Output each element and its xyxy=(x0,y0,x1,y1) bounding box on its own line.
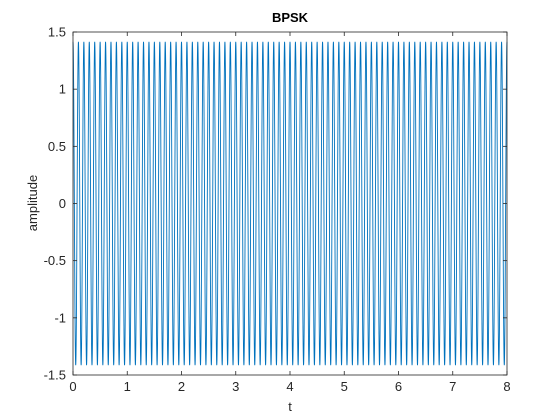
x-tick-label: 2 xyxy=(178,379,185,394)
x-tick-label: 5 xyxy=(341,379,348,394)
x-tick-label: 6 xyxy=(395,379,402,394)
plot-area xyxy=(73,32,507,375)
y-tick-label: 1.5 xyxy=(48,25,66,40)
y-tick-label: 0.5 xyxy=(48,139,66,154)
y-tick-label: -0.5 xyxy=(44,253,66,268)
x-tick-label: 1 xyxy=(124,379,131,394)
y-tick-label: -1 xyxy=(54,310,66,325)
x-tick-label: 3 xyxy=(232,379,239,394)
x-tick-label: 7 xyxy=(449,379,456,394)
x-tick-label: 8 xyxy=(503,379,510,394)
y-tick-label: -1.5 xyxy=(44,368,66,383)
x-axis-label: t xyxy=(288,399,292,414)
series-line xyxy=(72,41,508,366)
chart-title: BPSK xyxy=(272,10,309,25)
y-axis-ticks: 1.5 1 0.5 0 -0.5 -1 -1.5 xyxy=(44,25,507,383)
y-tick-label: 1 xyxy=(59,82,66,97)
x-axis-ticks: 0 1 2 3 4 5 6 7 8 xyxy=(69,32,511,394)
y-tick-label: 0 xyxy=(59,196,66,211)
x-tick-label: 4 xyxy=(286,379,293,394)
x-tick-label: 0 xyxy=(69,379,76,394)
series-layer xyxy=(72,41,508,366)
y-axis-label: amplitude xyxy=(25,175,40,231)
